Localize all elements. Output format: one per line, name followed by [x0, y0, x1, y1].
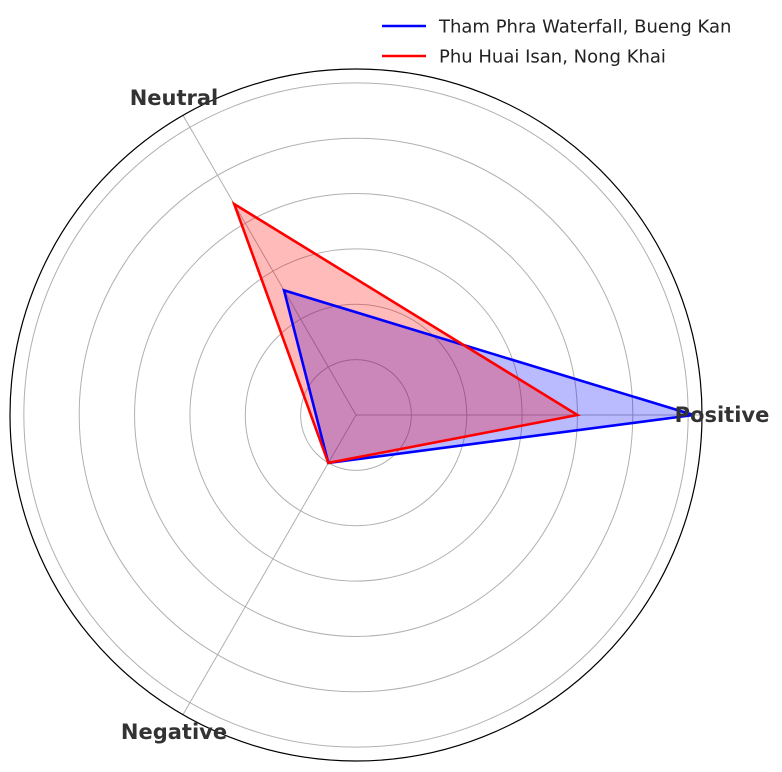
- spoke-neutral: [182, 115, 357, 416]
- spoke-negative: [182, 414, 357, 715]
- series-line-1: [282, 288, 695, 465]
- outer-frame: [9, 68, 703, 762]
- axis-label-neutral: Neutral: [130, 86, 219, 110]
- legend-label-2: Phu Huai Isan, Nong Khai: [439, 47, 666, 68]
- series-layer: [231, 200, 695, 465]
- series-area-2: [234, 204, 578, 463]
- legend-label-1: Tham Phra Waterfall, Bueng Kan: [438, 17, 731, 38]
- series-line-2: [231, 200, 581, 465]
- series-area-1: [284, 290, 694, 463]
- legend: Tham Phra Waterfall, Bueng Kan Phu Huai I…: [382, 17, 731, 68]
- axis-label-positive: Positive: [675, 403, 770, 427]
- axis-label-negative: Negative: [121, 720, 227, 744]
- axis-labels: Positive Neutral Negative: [121, 86, 769, 744]
